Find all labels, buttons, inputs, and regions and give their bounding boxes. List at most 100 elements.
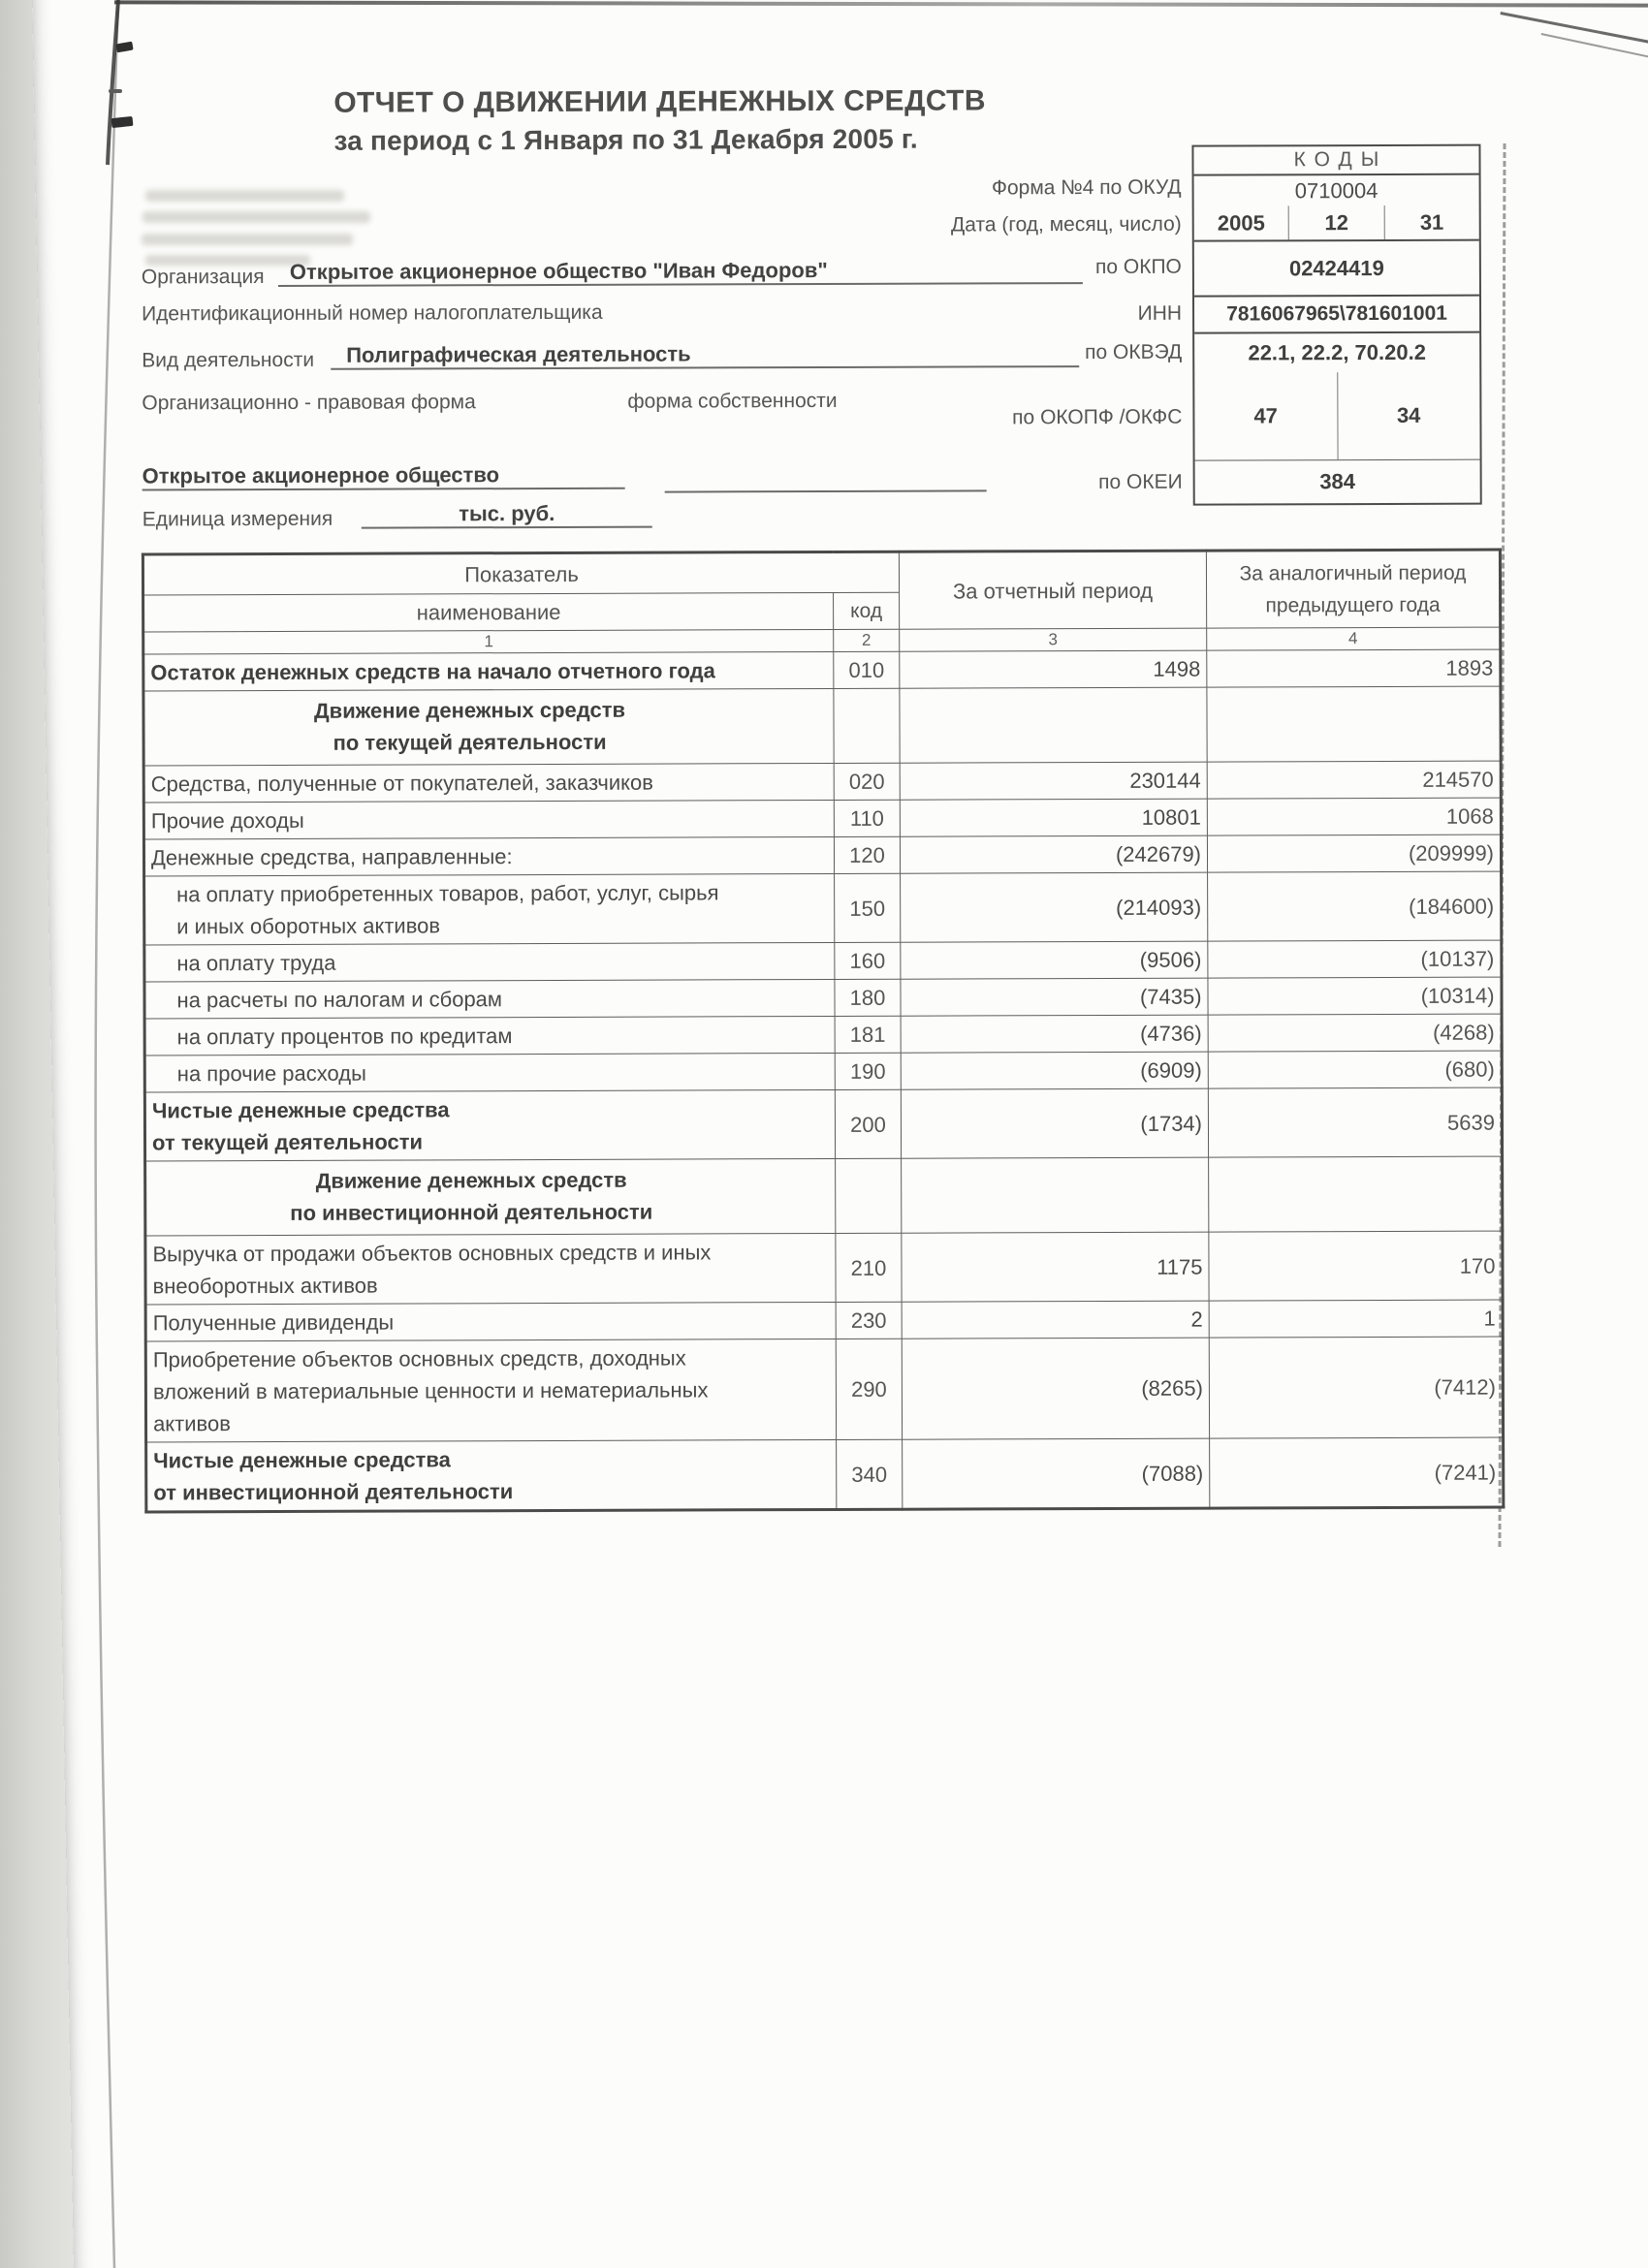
col-number-4: 4: [1206, 627, 1501, 651]
table-row: Полученные дивиденды 230 2 1: [145, 1300, 1504, 1341]
row-previous-period-cell: 170: [1208, 1231, 1504, 1302]
row-code-cell: [833, 688, 901, 764]
row-code-cell: 200: [835, 1089, 902, 1159]
row-code-cell: 020: [834, 763, 901, 801]
date-month: 12: [1287, 205, 1385, 240]
row-current-period-cell: 230144: [900, 762, 1208, 801]
row-name-cell: Движение денежных средств по инвестицион…: [144, 1158, 836, 1236]
name-header: наименование: [143, 592, 834, 632]
table-row: на расчеты по налогам и сборам 180 (7435)(…: [143, 977, 1503, 1019]
row-code-cell: 230: [836, 1302, 903, 1339]
okved-value: 22.1, 22.2, 70.20.2: [1248, 339, 1426, 365]
ownership-label: форма собственности: [627, 389, 838, 413]
row-code-cell: 290: [836, 1339, 903, 1440]
table-row: на оплату труда 160 (9506) (10137): [143, 940, 1502, 982]
row-current-period-cell: [901, 1157, 1209, 1234]
row-previous-period-cell: (10314): [1207, 977, 1503, 1016]
bleed-through-artifact: [145, 255, 310, 266]
row-code-cell: 340: [836, 1439, 903, 1510]
okei-label: по ОКЕИ: [1098, 470, 1183, 494]
date-day: 31: [1419, 209, 1444, 235]
page-subtitle: за период с 1 Января по 31 Декабря 2005 …: [333, 123, 918, 156]
row-previous-period-cell: (209999): [1207, 835, 1502, 873]
okpo-value: 02424419: [1193, 240, 1479, 298]
row-name-cell: Выручка от продажи объектов основных сре…: [144, 1233, 837, 1305]
legal-form-label: Организационно - правовая форма: [142, 391, 476, 415]
row-name-cell: на оплату труда: [143, 942, 835, 982]
unit-value: тыс. руб.: [361, 500, 652, 529]
inn-label: ИНН: [1137, 301, 1183, 325]
row-name-cell: на оплату приобретенных товаров, работ, …: [143, 873, 835, 945]
section-header-row: Движение денежных средств по текущей дея…: [143, 686, 1502, 766]
row-previous-period-cell: (184600): [1207, 871, 1502, 942]
row-current-period-cell: (7088): [902, 1438, 1210, 1510]
table-row: на оплату процентов по кредитам 181 (4736)…: [144, 1014, 1503, 1055]
table-row: Денежные средства, направленные: 120 (2426…: [143, 835, 1502, 876]
okopf-label: по ОКОПФ /ОКФС: [1012, 405, 1183, 429]
row-current-period-cell: (9506): [900, 941, 1208, 980]
cashflow-table: Показатель За отчетный период За аналоги…: [141, 548, 1505, 1514]
row-current-period-cell: [899, 687, 1208, 764]
row-previous-period-cell: [1208, 1156, 1503, 1233]
row-name-cell: Движение денежных средств по текущей дея…: [143, 688, 835, 766]
okved-label: по ОКВЭД: [1085, 340, 1183, 364]
okopf-okfs-value-row: 47 34: [1194, 371, 1480, 461]
row-previous-period-cell: 214570: [1207, 761, 1502, 800]
bleed-through-artifact: [145, 190, 344, 202]
row-code-cell: 180: [834, 979, 902, 1017]
col-number-1: 1: [143, 629, 834, 654]
row-code-cell: [835, 1158, 902, 1234]
bleed-through-artifact: [143, 211, 370, 223]
row-name-cell: Полученные дивиденды: [145, 1302, 837, 1341]
row-code-cell: 010: [833, 651, 900, 689]
row-code-cell: 210: [835, 1233, 903, 1303]
date-value-row: 2005 12 31: [1193, 205, 1479, 242]
okopf-value: 47: [1194, 372, 1339, 460]
table-row: на прочие расходы 190 (6909) (680): [144, 1051, 1503, 1092]
row-current-period-cell: 2: [902, 1301, 1210, 1339]
organization-label: Организация: [141, 266, 265, 289]
okud-value: 0710004: [1294, 177, 1379, 203]
codes-box: КОДЫ 0710004 2005 12 31 02424419 7816067…: [1191, 143, 1482, 506]
row-previous-period-cell: 1: [1209, 1300, 1504, 1339]
row-name-cell: Чистые денежные средства от инвестиционн…: [145, 1439, 837, 1512]
bleed-through-artifact: [142, 234, 353, 245]
row-previous-period-cell: 5639: [1208, 1087, 1503, 1158]
row-name-cell: на расчеты по налогам и сборам: [143, 979, 836, 1019]
row-name-cell: Денежные средства, направленные:: [143, 836, 835, 876]
row-previous-period-cell: (7412): [1209, 1337, 1504, 1439]
table-row: Выручка от продажи объектов основных сре…: [144, 1231, 1504, 1305]
row-previous-period-cell: (10137): [1207, 940, 1502, 979]
row-current-period-cell: (1734): [901, 1088, 1209, 1159]
row-current-period-cell: 1175: [901, 1232, 1210, 1303]
row-code-cell: 181: [835, 1016, 902, 1054]
col-number-2: 2: [833, 629, 900, 652]
row-code-cell: 120: [834, 836, 901, 874]
cashflow-table-body: Остаток денежных средств на начало отчет…: [143, 649, 1504, 1512]
table-row: Прочие доходы 110 10801 1068: [143, 798, 1502, 839]
okei-value: 384: [1319, 469, 1356, 494]
table-row: на оплату приобретенных товаров, работ, …: [143, 871, 1502, 945]
legal-form-value: Открытое акционерное общество: [142, 461, 625, 491]
row-previous-period-cell: [1206, 686, 1502, 763]
row-current-period-cell: (242679): [900, 835, 1208, 874]
row-code-cell: 110: [834, 800, 901, 837]
section-header-row: Движение денежных средств по инвестицион…: [144, 1156, 1503, 1236]
reporting-period-header: За отчетный период: [899, 551, 1207, 630]
row-current-period-cell: (7435): [900, 978, 1209, 1017]
okpo-label: по ОКПО: [1094, 255, 1182, 279]
taxpayer-id-label: Идентификационный номер налогоплательщик…: [142, 300, 603, 326]
row-name-cell: Прочие доходы: [143, 800, 835, 839]
row-current-period-cell: (8265): [902, 1338, 1210, 1440]
activity-label: Вид деятельности: [142, 348, 315, 372]
row-name-cell: Чистые денежные средства от текущей деят…: [144, 1089, 836, 1161]
row-current-period-cell: (4736): [901, 1015, 1209, 1054]
table-row: Чистые денежные средства от текущей деят…: [144, 1087, 1503, 1161]
unit-label: Единица измерения: [142, 507, 333, 531]
table-row: Чистые денежные средства от инвестиционн…: [145, 1437, 1504, 1512]
okud-label: Форма №4 по ОКУД: [991, 175, 1182, 200]
page-title: ОТЧЕТ О ДВИЖЕНИИ ДЕНЕЖНЫХ СРЕДСТВ: [333, 84, 986, 119]
row-previous-period-cell: (7241): [1209, 1437, 1504, 1509]
row-name-cell: на прочие расходы: [144, 1053, 836, 1092]
